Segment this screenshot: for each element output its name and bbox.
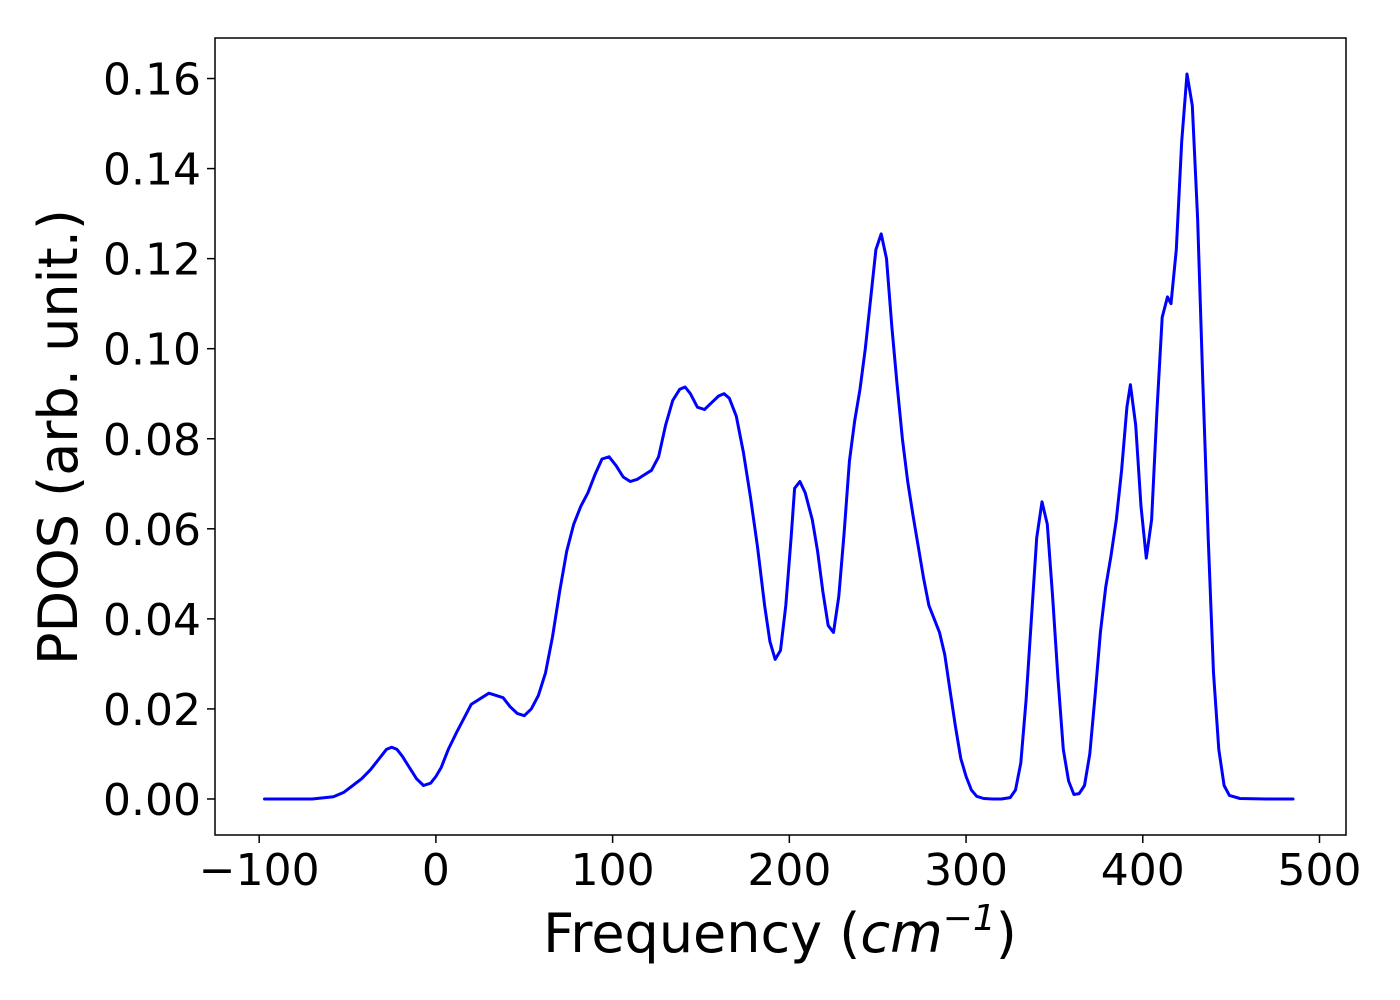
- x-tick-label: 400: [1101, 845, 1185, 896]
- y-tick-label: 0.10: [103, 325, 201, 376]
- x-tick-label: 300: [924, 845, 1008, 896]
- y-tick-label: 0.00: [103, 775, 201, 826]
- x-tick-label: −100: [199, 845, 320, 896]
- y-tick-label: 0.04: [103, 595, 201, 646]
- pdos-line: [263, 72, 1295, 801]
- x-tick-label: 0: [422, 845, 450, 896]
- plot-area: [214, 37, 1347, 836]
- x-tick-label: 100: [571, 845, 655, 896]
- y-axis-ticks: 0.00 0.02 0.04 0.06 0.08 0.10 0.12 0.14 0.16: [103, 55, 215, 826]
- x-tick-label: 500: [1278, 845, 1362, 896]
- y-tick-label: 0.02: [103, 685, 201, 736]
- x-axis-label: Frequency (cm−1): [543, 898, 1017, 965]
- y-tick-label: 0.06: [103, 505, 201, 556]
- y-axis-label: PDOS (arb. unit.): [27, 209, 90, 665]
- x-tick-label: 200: [747, 845, 831, 896]
- y-tick-label: 0.12: [103, 235, 201, 286]
- y-tick-label: 0.14: [103, 145, 201, 196]
- y-tick-label: 0.16: [103, 55, 201, 106]
- x-axis-ticks: −100 0 100 200 300 400 500: [199, 835, 1362, 896]
- y-tick-label: 0.08: [103, 415, 201, 466]
